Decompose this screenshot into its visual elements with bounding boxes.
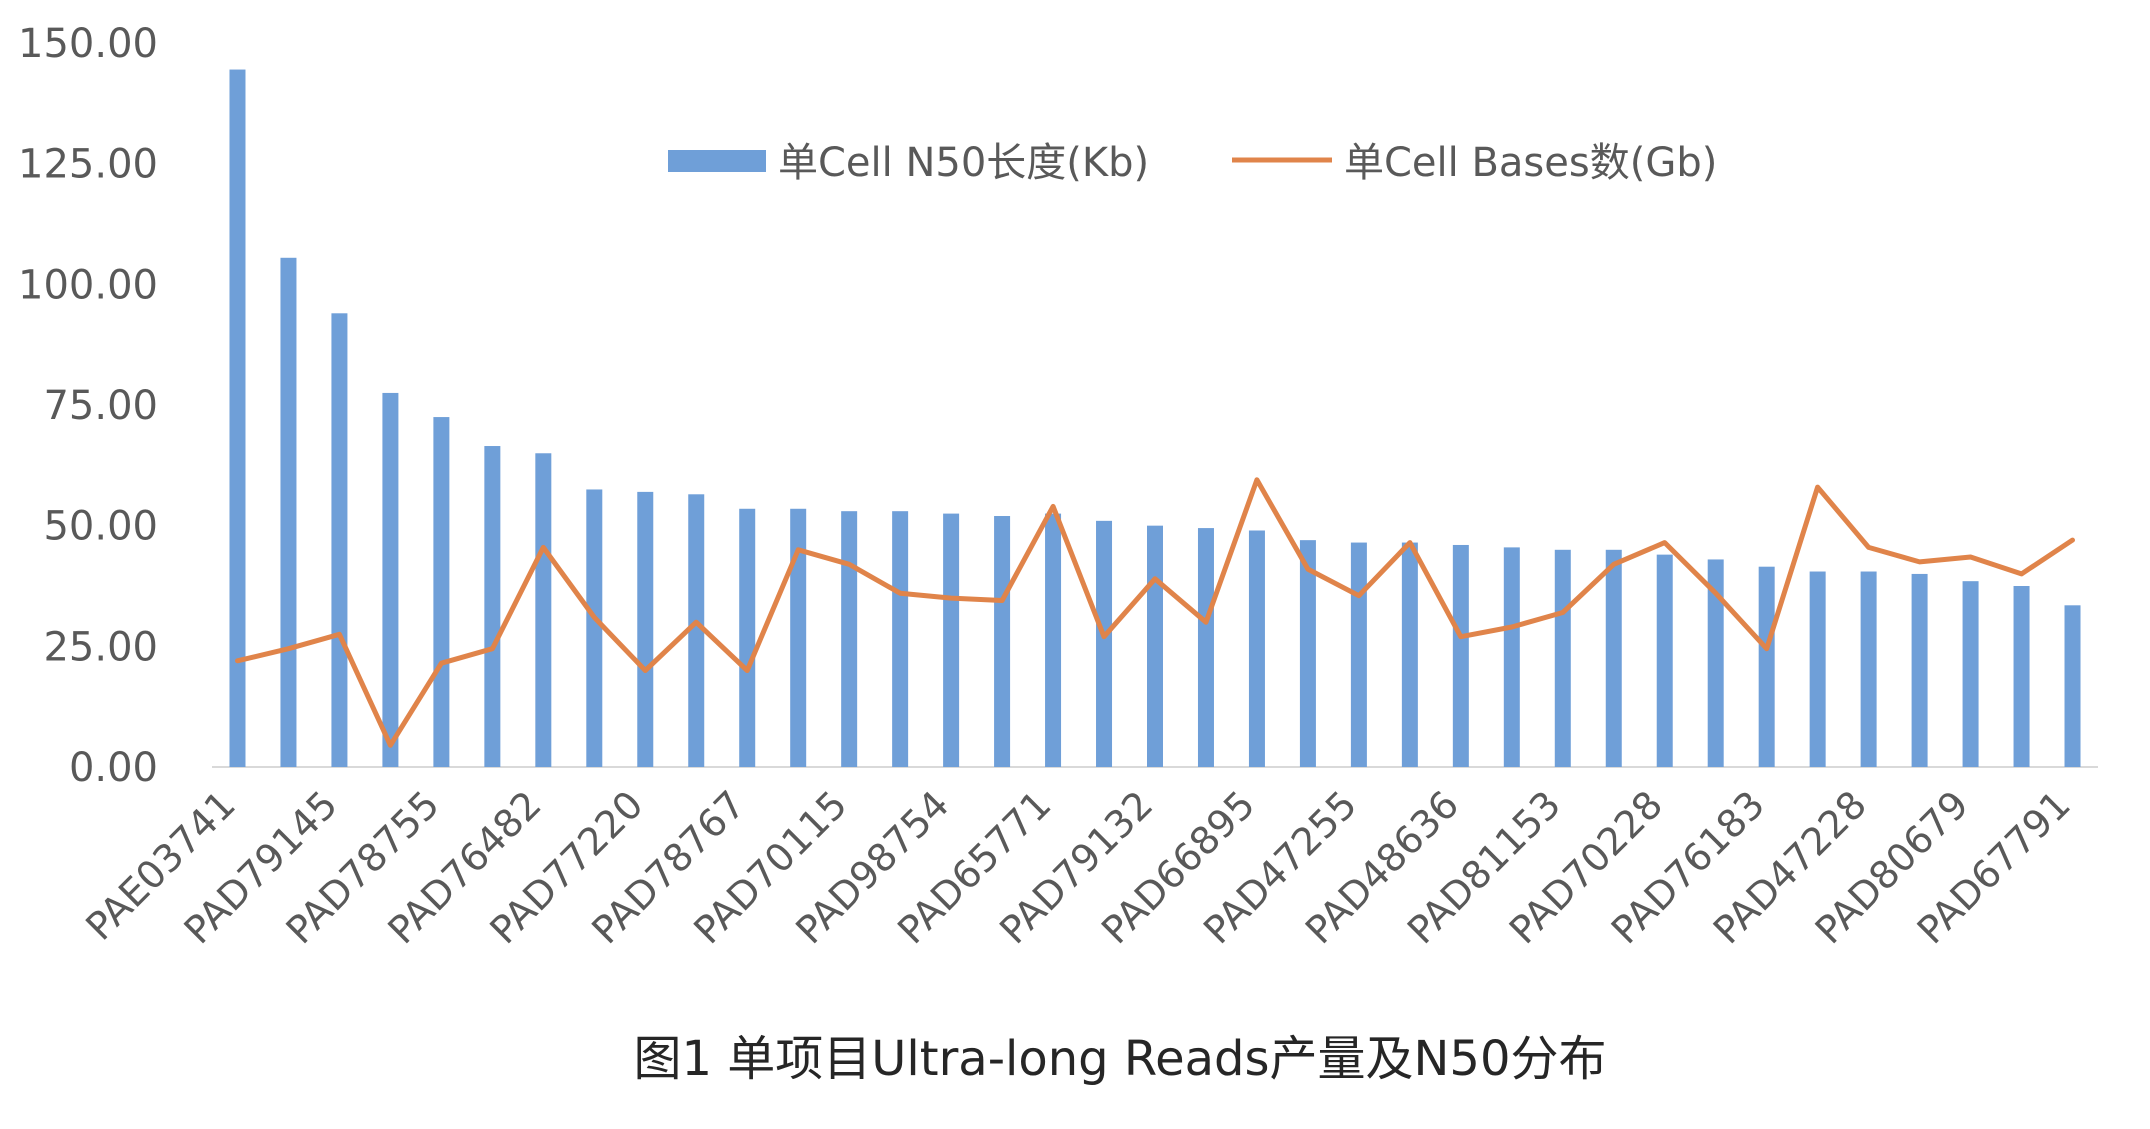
bar	[484, 446, 501, 767]
legend-line-label: 单Cell Bases数(Gb)	[1344, 140, 1717, 186]
bar-series-n50	[229, 69, 2081, 767]
legend-bar-swatch	[668, 150, 766, 172]
bar	[229, 69, 246, 767]
x-axis-tick-labels: PAE03741PAD79145PAD78755PAD76482PAD77220…	[77, 782, 2078, 952]
bar	[1656, 554, 1673, 767]
bar	[2013, 586, 2030, 767]
y-tick-label: 150.00	[18, 21, 158, 67]
bar	[1860, 571, 1877, 767]
legend-bar-label: 单Cell N50长度(Kb)	[778, 140, 1149, 186]
y-tick-label: 50.00	[43, 504, 158, 550]
bar	[280, 257, 297, 767]
y-tick-label: 75.00	[43, 383, 158, 429]
bar	[1147, 525, 1163, 767]
bar	[382, 392, 399, 767]
bar	[1401, 542, 1418, 767]
bar	[892, 511, 909, 767]
bar	[586, 489, 603, 767]
bar	[739, 508, 756, 767]
line-series-bases	[235, 477, 2075, 748]
bar	[1707, 559, 1724, 767]
bar	[433, 417, 450, 767]
bar	[1197, 528, 1214, 767]
bar	[1096, 520, 1113, 767]
y-axis-tick-labels: 0.00 25.00 50.00 75.00 100.00 125.00 150.00	[18, 21, 158, 791]
y-tick-label: 100.00	[18, 262, 158, 308]
bar	[1045, 513, 1062, 767]
bar	[790, 508, 807, 767]
figure-caption: 图1 单项目Ultra-long Reads产量及N50分布	[633, 1031, 1606, 1087]
bar	[688, 494, 705, 767]
bar	[1605, 549, 1622, 767]
bar	[1350, 542, 1367, 767]
y-tick-label: 125.00	[18, 142, 158, 188]
bar	[331, 313, 348, 767]
bar	[2064, 605, 2081, 767]
y-tick-label: 0.00	[69, 745, 158, 791]
bar	[943, 513, 960, 767]
bar	[1299, 540, 1316, 767]
bar	[994, 516, 1011, 767]
bar	[1911, 573, 1928, 767]
bar	[1452, 544, 1469, 767]
bar	[1554, 549, 1571, 767]
bar	[535, 453, 552, 767]
y-tick-label: 25.00	[43, 624, 158, 670]
bar	[1809, 571, 1826, 767]
bar	[1503, 547, 1520, 767]
bar	[841, 511, 858, 767]
bar	[1248, 530, 1265, 767]
bar	[637, 491, 654, 767]
bar	[1962, 581, 1979, 767]
bar	[1758, 566, 1775, 767]
legend: 单Cell N50长度(Kb) 单Cell Bases数(Gb)	[668, 140, 1717, 186]
